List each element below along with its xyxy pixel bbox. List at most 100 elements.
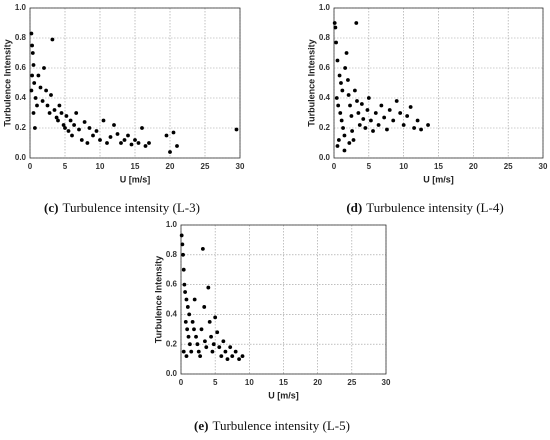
x-tick-label: 20 — [469, 162, 478, 171]
data-point — [347, 141, 352, 145]
y-tick-label: 0.8 — [319, 33, 331, 42]
x-tick-label: 15 — [279, 378, 288, 387]
data-point — [30, 43, 34, 48]
data-point — [202, 305, 207, 309]
data-point — [351, 138, 356, 142]
data-point — [209, 334, 213, 339]
data-point — [184, 297, 189, 302]
data-point — [31, 63, 36, 67]
data-point — [376, 123, 381, 127]
data-point — [49, 93, 53, 97]
data-point — [57, 103, 62, 108]
data-point — [190, 319, 195, 324]
y-tick-label: 0.0 — [15, 153, 27, 162]
data-point — [405, 114, 410, 118]
data-point — [207, 319, 212, 324]
data-point — [181, 252, 185, 257]
data-point — [171, 130, 176, 135]
data-point — [47, 111, 52, 115]
data-point — [373, 111, 378, 115]
data-point — [382, 115, 387, 120]
data-point — [363, 126, 368, 130]
plot-frame — [29, 7, 241, 159]
data-point — [185, 327, 190, 332]
data-point — [361, 117, 366, 121]
data-point — [122, 138, 127, 142]
data-point — [187, 342, 192, 347]
data-point — [36, 73, 41, 78]
data-point — [185, 305, 190, 309]
x-tick-label: 15 — [131, 162, 140, 171]
data-point — [355, 99, 359, 103]
data-point — [365, 108, 370, 112]
data-point — [346, 93, 351, 97]
data-point — [30, 51, 35, 55]
data-point — [234, 127, 239, 132]
data-point — [85, 141, 90, 145]
y-tick-label: 0.6 — [319, 63, 331, 72]
data-point — [357, 123, 362, 127]
data-point — [35, 103, 39, 108]
data-point — [192, 327, 196, 332]
data-point — [385, 127, 389, 132]
data-point — [337, 73, 342, 78]
x-tick-label: 0 — [28, 162, 33, 171]
data-point — [194, 334, 198, 339]
data-point — [31, 111, 36, 115]
caption-label: (c) — [44, 200, 58, 215]
data-point — [228, 345, 233, 350]
caption: (c) Turbulence intensity (L-3) — [44, 200, 200, 215]
plot-frame — [333, 7, 544, 159]
data-point — [342, 148, 347, 153]
data-point — [33, 96, 38, 100]
data-point — [192, 297, 197, 302]
data-point — [74, 111, 79, 115]
data-point — [342, 133, 347, 138]
data-point — [398, 111, 403, 115]
data-point — [119, 141, 123, 145]
data-point — [94, 129, 99, 133]
y-tick-label: 1.0 — [319, 3, 331, 12]
x-axis-title: U [m/s] — [120, 174, 151, 184]
y-axis-title: Turbulence Intensity — [2, 39, 12, 126]
data-point — [33, 126, 37, 130]
data-point — [198, 354, 203, 359]
caption-text: Turbulence intensity (L-4) — [366, 200, 503, 215]
data-point — [353, 88, 357, 93]
y-tick-label: 1.0 — [166, 220, 178, 229]
data-point — [333, 25, 338, 30]
caption-text: Turbulence intensity (L-3) — [62, 200, 199, 215]
data-point — [183, 319, 188, 324]
data-point — [82, 120, 87, 124]
data-point — [343, 66, 348, 70]
data-point — [181, 267, 186, 272]
data-point — [108, 135, 113, 139]
data-point — [38, 85, 43, 90]
data-point — [240, 354, 245, 359]
data-point — [133, 138, 137, 142]
data-point — [63, 126, 67, 130]
data-point — [50, 37, 55, 42]
x-tick-label: 5 — [367, 162, 372, 171]
data-point — [147, 141, 151, 145]
data-point — [98, 138, 102, 142]
data-point — [217, 345, 222, 350]
data-point — [143, 144, 148, 148]
x-tick-label: 10 — [96, 162, 105, 171]
data-point — [359, 102, 364, 106]
x-tick-label: 15 — [434, 162, 443, 171]
data-point — [350, 129, 355, 133]
data-point — [101, 118, 106, 123]
y-tick-label: 0.6 — [166, 280, 178, 289]
data-point — [91, 133, 95, 138]
data-point — [175, 144, 179, 148]
data-point — [168, 150, 172, 154]
data-point — [211, 342, 216, 347]
data-point — [129, 142, 134, 147]
data-point — [338, 111, 343, 115]
data-point — [339, 118, 344, 123]
data-point — [346, 78, 350, 82]
data-point — [230, 354, 235, 359]
y-tick-label: 0.4 — [15, 93, 27, 102]
x-tick-label: 0 — [179, 378, 184, 387]
